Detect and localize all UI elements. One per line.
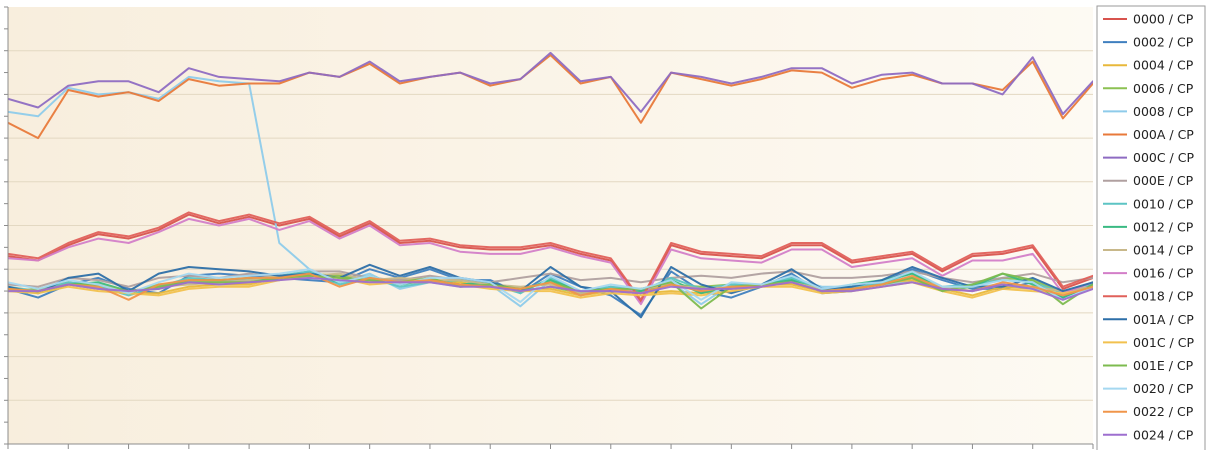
legend-label: 0022 / CP	[1133, 404, 1194, 419]
legend-label: 0002 / CP	[1133, 35, 1194, 50]
legend-label: 0016 / CP	[1133, 266, 1194, 281]
legend-label: 001E / CP	[1133, 358, 1194, 373]
legend-label: 001C / CP	[1133, 335, 1194, 350]
legend-label: 0020 / CP	[1133, 381, 1194, 396]
legend-label: 0012 / CP	[1133, 219, 1194, 234]
legend-label: 0006 / CP	[1133, 81, 1194, 96]
legend-label: 000C / CP	[1133, 150, 1194, 165]
series-line-16	[8, 268, 1093, 303]
legend-label: 0024 / CP	[1133, 427, 1194, 442]
series-line-6	[8, 51, 1093, 116]
series-line-5	[8, 54, 1093, 140]
series-line-12	[8, 211, 1093, 301]
series-layer	[8, 51, 1093, 319]
series-line-0	[8, 213, 1093, 303]
legend-label: 000E / CP	[1133, 173, 1194, 188]
axis-ticks	[4, 6, 1094, 449]
series-line-18	[8, 276, 1093, 301]
legend-label: 0010 / CP	[1133, 196, 1194, 211]
legend-label: 0004 / CP	[1133, 58, 1194, 73]
legend-label: 0018 / CP	[1133, 289, 1194, 304]
legend: 0000 / CP 0002 / CP 0004 / CP 0006 / CP 0008…	[1096, 5, 1206, 452]
legend-label: 001A / CP	[1133, 312, 1194, 327]
legend-box	[1096, 5, 1206, 452]
series-line-13	[8, 263, 1093, 319]
legend-label: 0008 / CP	[1133, 104, 1194, 119]
legend-label: 0014 / CP	[1133, 243, 1194, 258]
series-line-11	[8, 217, 1093, 306]
legend-label: 000A / CP	[1133, 127, 1194, 142]
series-line-17	[8, 272, 1093, 301]
series-line-2	[8, 272, 1093, 297]
grid-lines	[8, 50, 1093, 401]
legend-label: 0000 / CP	[1133, 12, 1194, 27]
